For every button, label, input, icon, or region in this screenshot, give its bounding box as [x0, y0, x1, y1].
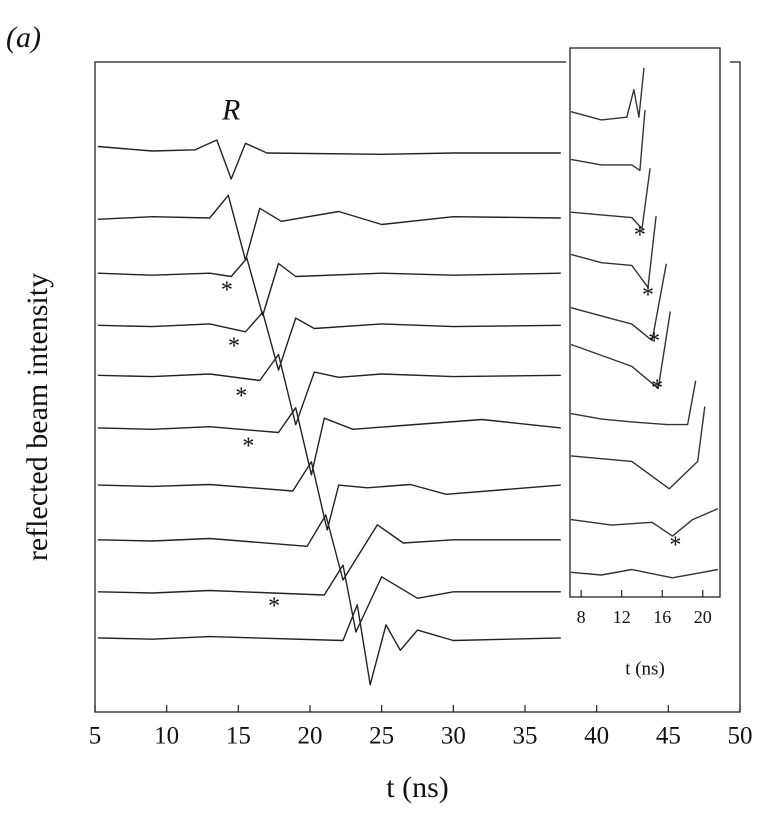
trace	[97, 194, 561, 261]
trace	[570, 215, 657, 289]
trace	[97, 514, 561, 581]
x-tick-label: 50	[728, 723, 753, 750]
annotation: *	[634, 222, 646, 248]
inset-frame	[569, 47, 721, 598]
trace	[570, 311, 671, 390]
x-tick-label: 8	[577, 607, 586, 627]
trace	[97, 461, 561, 531]
trace	[97, 564, 561, 633]
annotation: *	[669, 533, 681, 559]
trace	[570, 263, 667, 342]
trace	[97, 407, 561, 476]
trace	[570, 168, 651, 230]
annotation: *	[648, 328, 660, 354]
trace	[97, 139, 561, 180]
x-tick-label: 10	[154, 723, 179, 750]
annotation: *	[242, 434, 254, 460]
x-axis-label: t (ns)	[625, 658, 665, 679]
y-axis-label: reflected beam intensity	[21, 273, 54, 561]
annotation: R	[221, 94, 240, 127]
annotation: *	[642, 283, 654, 309]
x-axis-label: t (ns)	[386, 771, 449, 804]
trace	[570, 67, 645, 121]
x-tick-label: 40	[584, 723, 609, 750]
x-tick-label: 20	[298, 723, 323, 750]
annotation: *	[235, 384, 247, 410]
x-tick-label: 15	[226, 723, 251, 750]
trace	[97, 311, 561, 371]
x-tick-label: 30	[441, 723, 466, 750]
annotation: *	[228, 334, 240, 360]
annotation: *	[221, 278, 233, 304]
panel-label: (a)	[6, 21, 41, 54]
x-tick-label: 16	[653, 607, 671, 627]
x-tick-label: 35	[513, 723, 538, 750]
x-tick-label: 25	[369, 723, 394, 750]
x-tick-label: 5	[89, 723, 102, 750]
inset-backdrop	[566, 50, 730, 598]
x-tick-label: 45	[656, 723, 681, 750]
annotation: *	[268, 594, 280, 620]
trace	[570, 406, 706, 490]
x-tick-label: 12	[613, 607, 631, 627]
trace	[570, 109, 646, 172]
trace	[97, 353, 561, 426]
main-frame	[94, 61, 741, 713]
annotation: *	[651, 376, 663, 402]
trace	[570, 568, 719, 579]
x-tick-label: 20	[694, 607, 712, 627]
trace	[570, 507, 719, 537]
trace	[97, 257, 561, 317]
trace	[570, 380, 697, 426]
trace	[97, 604, 561, 686]
